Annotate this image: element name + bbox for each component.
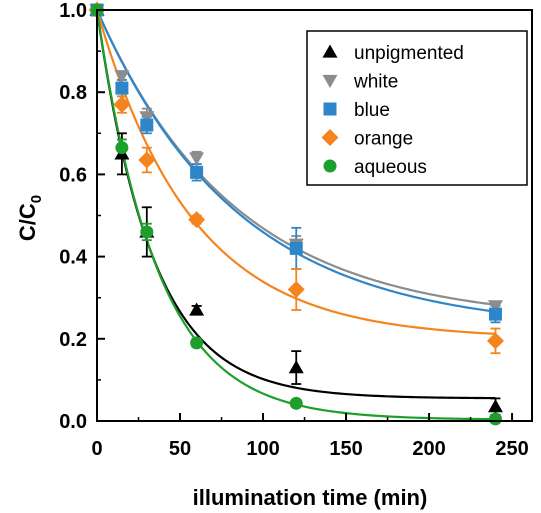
legend-label-orange: orange	[354, 129, 413, 150]
y-tick-label: 0.6	[59, 164, 87, 186]
x-axis-title: illumination time (min)	[193, 485, 428, 510]
y-axis-title-main: C/C	[15, 203, 40, 241]
legend-label-unpigmented: unpigmented	[354, 43, 464, 64]
legend-label-white: white	[353, 72, 398, 93]
data-point-orange	[486, 332, 504, 350]
legend-marker-blue	[323, 102, 337, 116]
data-point-orange	[113, 96, 131, 114]
legend: unpigmented white blue orange aqueous	[306, 30, 528, 186]
y-axis-title-subscript: 0	[28, 195, 45, 203]
data-markers	[88, 1, 504, 426]
data-point-orange	[287, 280, 305, 298]
y-tick-label: 0.4	[59, 247, 88, 269]
data-point-orange	[188, 211, 206, 229]
y-tick-label: 0.8	[59, 82, 87, 104]
y-axis-title: C/C0	[15, 195, 45, 241]
data-point-blue	[190, 165, 204, 179]
legend-marker-white	[322, 74, 338, 88]
y-tick-label: 1.0	[59, 0, 87, 22]
x-tick-label: 0	[91, 438, 102, 460]
data-point-blue	[488, 307, 502, 321]
data-point-blue	[289, 241, 303, 255]
x-tick-label: 250	[495, 438, 528, 460]
legend-box	[306, 30, 528, 186]
legend-marker-aqueous	[323, 159, 337, 173]
data-point-aqueous	[488, 412, 502, 426]
data-point-white	[487, 300, 503, 314]
x-tick-label: 150	[329, 438, 362, 460]
data-point-unpigmented	[189, 302, 205, 316]
x-tick-label: 50	[169, 438, 191, 460]
data-point-white	[139, 111, 155, 125]
x-tick-label: 100	[246, 438, 279, 460]
data-point-aqueous	[190, 336, 204, 350]
y-tick-label: 0.2	[59, 329, 87, 351]
legend-marker-orange	[321, 129, 339, 146]
data-point-blue	[115, 81, 129, 95]
data-point-orange	[138, 151, 156, 169]
data-point-white	[189, 152, 205, 166]
data-point-aqueous	[289, 396, 303, 410]
data-point-unpigmented	[487, 399, 503, 413]
y-tick-label: 0.0	[59, 411, 87, 433]
legend-label-aqueous: aqueous	[354, 157, 427, 178]
data-point-unpigmented	[288, 360, 304, 374]
data-point-blue	[140, 118, 154, 132]
data-point-white	[114, 70, 130, 84]
data-point-aqueous	[140, 225, 154, 239]
legend-label-blue: blue	[354, 100, 390, 121]
data-point-aqueous	[115, 141, 129, 155]
legend-marker-unpigmented	[322, 44, 338, 58]
x-tick-label: 200	[412, 438, 445, 460]
axes: 0 50 100 150 200 250 0.0 0.2 0.4 0.6 0.8 1.0	[59, 0, 533, 460]
